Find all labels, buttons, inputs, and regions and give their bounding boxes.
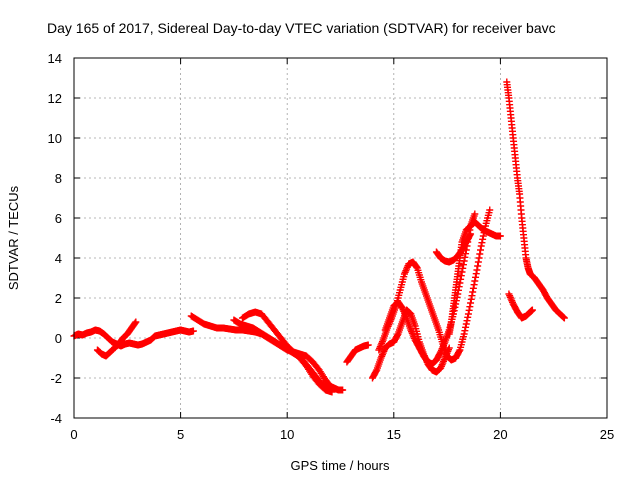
series-arc-6 (343, 341, 372, 366)
grid (74, 58, 607, 418)
data-point (460, 330, 468, 338)
data-point (477, 242, 485, 250)
data-point (474, 262, 482, 270)
series-arc-5 (230, 316, 334, 394)
data-point (477, 246, 485, 254)
y-tick-label: 14 (48, 51, 62, 66)
y-tick-label: 8 (55, 171, 62, 186)
data-point (528, 306, 536, 314)
y-tick-label: 0 (55, 331, 62, 346)
data-point (467, 230, 475, 238)
data-point (464, 310, 472, 318)
data-point (472, 273, 480, 281)
data-point (468, 292, 476, 300)
data-point (476, 250, 484, 258)
data-point (456, 279, 464, 287)
data-point (469, 288, 477, 296)
data-point (474, 258, 482, 266)
data-point (413, 263, 421, 271)
series-arc-11 (432, 230, 475, 266)
data-point (479, 232, 487, 240)
x-tick-label: 15 (387, 427, 401, 442)
x-tick-label: 5 (177, 427, 184, 442)
data-point (372, 367, 380, 375)
x-tick-label: 10 (280, 427, 294, 442)
series-arc-12 (503, 78, 568, 322)
series-arc-8 (375, 206, 494, 364)
y-tick-label: -2 (50, 371, 62, 386)
data-point (473, 266, 481, 274)
data-point (461, 327, 469, 335)
data-point (467, 299, 475, 307)
data-point (465, 306, 473, 314)
data-point (189, 327, 197, 335)
data-point (466, 303, 474, 311)
data-point (478, 239, 486, 247)
chart-title: Day 165 of 2017, Sidereal Day-to-day VTE… (47, 20, 556, 36)
y-tick-label: 6 (55, 211, 62, 226)
data-point (457, 272, 465, 280)
data-point (475, 254, 483, 262)
data-point (470, 281, 478, 289)
data-point (132, 318, 140, 326)
data-point (459, 261, 467, 269)
data-points (70, 78, 568, 396)
data-point (462, 323, 470, 331)
y-tick-label: 12 (48, 91, 62, 106)
data-point (131, 319, 139, 327)
data-point (462, 320, 470, 328)
y-tick-label: -4 (50, 411, 62, 426)
plot-frame (73, 57, 608, 419)
y-tick-label: 10 (48, 131, 62, 146)
data-point (472, 270, 480, 278)
data-point (464, 313, 472, 321)
data-point (463, 317, 471, 325)
y-tick-label: 2 (55, 291, 62, 306)
data-point (471, 277, 479, 285)
y-tick-label: 4 (55, 251, 62, 266)
data-point (560, 314, 568, 322)
data-point (486, 206, 494, 214)
x-tick-label: 25 (600, 427, 614, 442)
data-point (339, 386, 347, 394)
x-axis-label: GPS time / hours (291, 458, 390, 473)
x-tick-label: 0 (70, 427, 77, 442)
data-point (469, 284, 477, 292)
data-point (467, 295, 475, 303)
data-point (393, 331, 401, 339)
series-arc-13 (505, 290, 536, 322)
data-point (455, 347, 463, 355)
data-point (364, 341, 372, 349)
data-point (496, 232, 504, 240)
data-point (479, 235, 487, 243)
x-tick-label: 20 (493, 427, 507, 442)
data-point (471, 210, 479, 218)
series-arc-2 (93, 318, 140, 360)
data-point (466, 231, 474, 239)
data-point (326, 386, 334, 394)
y-axis-label: SDTVAR / TECUs (6, 185, 21, 290)
